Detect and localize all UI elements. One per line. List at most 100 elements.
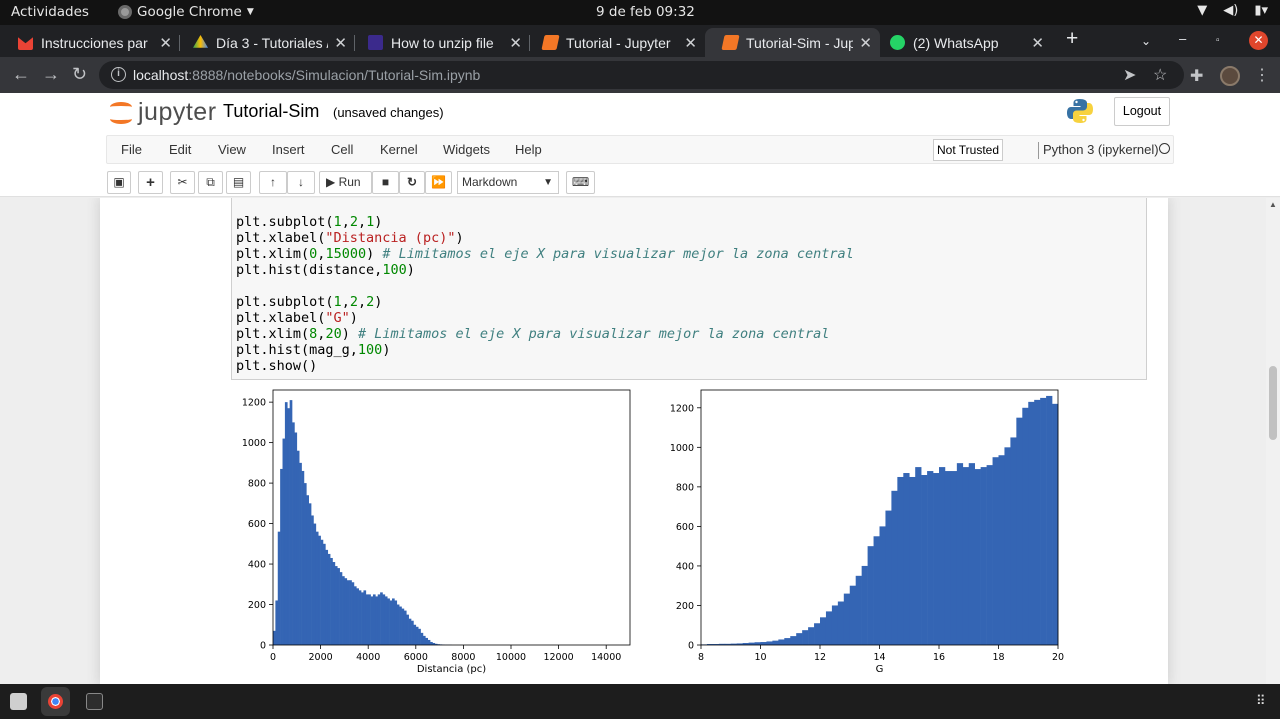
output-area: 0 2000 4000 6000 8000 10000 12000 14000 0 200 400 6… bbox=[231, 388, 1071, 681]
histogram-bar bbox=[372, 594, 376, 645]
system-tray[interactable]: ▼ ◀) ▮▾ bbox=[1197, 3, 1268, 18]
menu-insert[interactable]: Insert bbox=[272, 142, 305, 157]
logout-button[interactable]: Logout bbox=[1114, 97, 1170, 126]
menu-cell[interactable]: Cell bbox=[331, 142, 354, 157]
close-tab-icon[interactable]: ✕ bbox=[1031, 34, 1044, 52]
histogram-bar bbox=[766, 641, 773, 645]
tab-separator bbox=[179, 35, 180, 51]
close-tab-icon[interactable]: ✕ bbox=[684, 34, 697, 52]
reload-icon[interactable]: ↻ bbox=[72, 64, 88, 84]
bookmark-star-icon[interactable]: ☆ bbox=[1153, 67, 1168, 84]
histogram-bar bbox=[273, 630, 276, 645]
cut-scissors-icon[interactable]: ✂ bbox=[170, 171, 195, 194]
forward-arrow-icon[interactable]: → bbox=[42, 64, 60, 84]
chrome-menu-icon[interactable]: ⋮ bbox=[1254, 67, 1270, 84]
notebook-name[interactable]: Tutorial-Sim bbox=[223, 101, 320, 121]
histogram-bar bbox=[277, 531, 281, 645]
jupyter-book-icon bbox=[541, 35, 560, 50]
extensions-puzzle-icon[interactable]: ✚ bbox=[1190, 68, 1204, 85]
copy-icon[interactable]: ⧉ bbox=[198, 171, 223, 194]
plot-frame bbox=[272, 389, 631, 646]
close-window-button[interactable]: ✕ bbox=[1249, 31, 1268, 50]
send-icon[interactable]: ➤ bbox=[1123, 67, 1137, 84]
insert-cell-plus-icon[interactable]: + bbox=[138, 171, 163, 194]
maximize-window-button[interactable]: ▫ bbox=[1216, 35, 1220, 46]
clock[interactable]: 9 de feb 09:32 bbox=[596, 4, 695, 20]
x-tick-label: 2000 bbox=[309, 652, 333, 663]
address-bar[interactable]: i localhost:8888/notebooks/Simulacion/Tu… bbox=[99, 61, 1184, 89]
tab-tutorial-sim[interactable]: Tutorial-Sim - Jup ✕ bbox=[705, 28, 880, 57]
menu-kernel[interactable]: Kernel bbox=[380, 142, 418, 157]
url-text[interactable]: localhost:8888/notebooks/Simulacion/Tuto… bbox=[133, 67, 481, 83]
activities-button[interactable]: Actividades bbox=[11, 4, 89, 20]
command-palette-keyboard-icon[interactable]: ⌨ bbox=[566, 171, 595, 194]
histogram-bar bbox=[411, 620, 414, 645]
tab-instrucciones[interactable]: Instrucciones par ✕ bbox=[0, 28, 180, 57]
menu-help[interactable]: Help bbox=[515, 142, 542, 157]
files-icon[interactable] bbox=[10, 693, 27, 710]
histogram-bar bbox=[370, 596, 374, 645]
histogram-bar bbox=[790, 636, 797, 645]
menu-widgets[interactable]: Widgets bbox=[443, 142, 490, 157]
show-apps-grid-icon[interactable]: ⠿ bbox=[1256, 693, 1266, 708]
histogram-bar bbox=[413, 624, 417, 645]
save-icon[interactable]: ▣ bbox=[107, 171, 131, 194]
histogram-bar bbox=[296, 450, 300, 645]
code-editor[interactable]: plt.subplot(1,2,1) plt.xlabel("Distancia … bbox=[236, 214, 854, 374]
menu-file[interactable]: File bbox=[121, 142, 142, 157]
back-arrow-icon[interactable]: ← bbox=[12, 64, 30, 84]
minimize-window-button[interactable]: – bbox=[1179, 31, 1187, 46]
jupyter-logo[interactable]: jupyter bbox=[110, 98, 217, 127]
tab-dia3[interactable]: Día 3 - Tutoriales / ✕ bbox=[175, 28, 355, 57]
terminal-icon[interactable] bbox=[86, 693, 103, 710]
close-tab-icon[interactable]: ✕ bbox=[859, 34, 872, 52]
scroll-up-arrow-icon[interactable]: ▲ bbox=[1269, 200, 1277, 209]
histogram-bar bbox=[313, 523, 317, 645]
histogram-bar bbox=[434, 643, 438, 645]
new-tab-button[interactable]: + bbox=[1066, 27, 1079, 50]
restart-kernel-icon[interactable]: ↻ bbox=[399, 171, 425, 194]
histogram-bar bbox=[956, 463, 964, 645]
histogram-bar bbox=[292, 422, 295, 645]
menu-view[interactable]: View bbox=[218, 142, 246, 157]
histogram-bar bbox=[403, 610, 407, 645]
tab-title: Día 3 - Tutoriales / bbox=[216, 34, 329, 51]
jupyter-orb-icon bbox=[110, 100, 132, 126]
histogram-bar bbox=[802, 630, 809, 645]
move-up-arrow-icon[interactable]: ↑ bbox=[259, 171, 287, 194]
histogram-bar bbox=[950, 471, 958, 645]
not-trusted-button[interactable]: Not Trusted bbox=[933, 139, 1003, 161]
histogram-bar bbox=[294, 432, 298, 645]
cell-type-select[interactable]: Markdown ▼ bbox=[457, 171, 559, 194]
tab-whatsapp[interactable]: (2) WhatsApp ✕ bbox=[872, 28, 1052, 57]
stop-square-icon[interactable]: ■ bbox=[372, 171, 399, 194]
histogram-bar bbox=[422, 635, 426, 645]
histogram-bar bbox=[306, 495, 309, 645]
tab-title: Tutorial - Jupyter bbox=[566, 34, 671, 51]
close-tab-icon[interactable]: ✕ bbox=[159, 34, 172, 52]
profile-avatar[interactable] bbox=[1220, 66, 1240, 86]
app-menu[interactable]: Google Chrome ▼ bbox=[118, 4, 254, 20]
close-tab-icon[interactable]: ✕ bbox=[334, 34, 347, 52]
kernel-name[interactable]: Python 3 (ipykernel) bbox=[1038, 142, 1159, 159]
histogram-bar bbox=[289, 400, 293, 645]
notebook-scrollbar[interactable]: ▲ bbox=[1266, 198, 1280, 684]
y-tick-label: 200 bbox=[676, 601, 694, 612]
code-cell[interactable]: plt.subplot(1,2,1) plt.xlabel("Distancia … bbox=[231, 198, 1147, 380]
tab-tutorial-jupyter[interactable]: Tutorial - Jupyter ✕ bbox=[525, 28, 705, 57]
y-tick-label: 1000 bbox=[670, 443, 694, 454]
site-info-icon[interactable]: i bbox=[111, 67, 126, 82]
chrome-icon bbox=[118, 5, 132, 19]
tab-search-button[interactable]: ⌄ bbox=[1141, 34, 1152, 48]
run-button[interactable]: ▶ Run bbox=[319, 171, 372, 194]
close-tab-icon[interactable]: ✕ bbox=[509, 34, 522, 52]
paste-icon[interactable]: ▤ bbox=[226, 171, 251, 194]
histogram-bar bbox=[873, 536, 880, 645]
histogram-bar bbox=[320, 539, 324, 645]
move-down-arrow-icon[interactable]: ↓ bbox=[287, 171, 315, 194]
app-menu-label: Google Chrome bbox=[137, 4, 242, 20]
scrollbar-thumb[interactable] bbox=[1269, 366, 1277, 440]
menu-edit[interactable]: Edit bbox=[169, 142, 192, 157]
tab-unzip[interactable]: How to unzip file ✕ bbox=[350, 28, 530, 57]
fast-forward-icon[interactable]: ⏩ bbox=[425, 171, 452, 194]
